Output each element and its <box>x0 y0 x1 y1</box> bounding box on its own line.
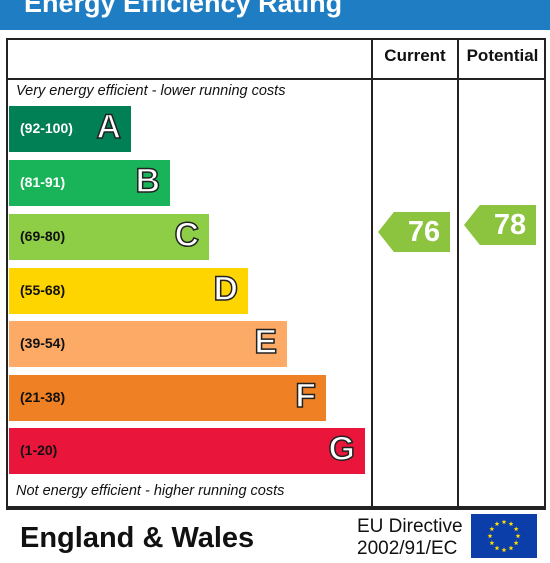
eu-star-icon <box>489 526 495 532</box>
eu-star-icon <box>513 526 519 532</box>
header-divider <box>6 78 546 80</box>
eu-star-icon <box>489 540 495 546</box>
footer-divider <box>6 508 546 510</box>
eu-star-icon <box>494 545 500 551</box>
current-rating-arrow: 76 <box>378 212 450 252</box>
top-note: Very energy efficient - lower running co… <box>16 83 286 99</box>
bottom-note: Not energy efficient - higher running co… <box>16 483 285 499</box>
potential-column-divider <box>457 38 459 510</box>
eu-directive-line2: 2002/91/EC <box>357 538 458 559</box>
band-e: (39-54) E <box>9 321 287 367</box>
current-column-header: Current <box>384 46 446 65</box>
eu-star-icon <box>508 545 514 551</box>
band-c: (69-80) C <box>9 214 209 260</box>
band-letter: D <box>213 269 239 309</box>
band-a: (92-100) A <box>9 106 131 152</box>
eu-directive-text: EU Directive 2002/91/EC <box>357 516 463 560</box>
band-range: (1-20) <box>20 442 58 458</box>
band-b: (81-91) B <box>9 160 170 206</box>
eu-star-icon <box>501 519 507 525</box>
band-letter: B <box>135 161 161 201</box>
band-f: (21-38) F <box>9 375 326 421</box>
band-range: (39-54) <box>20 335 66 351</box>
band-range: (92-100) <box>20 120 73 136</box>
band-letter: F <box>294 376 316 416</box>
potential-rating-arrow: 78 <box>464 205 536 245</box>
footer-region: England & Wales <box>20 522 255 554</box>
band-letter: A <box>96 107 122 147</box>
band-g: (1-20) G <box>9 428 365 474</box>
eu-star-icon <box>515 533 521 539</box>
rating-table-frame <box>6 38 546 508</box>
potential-column-header: Potential <box>466 46 539 65</box>
eu-star-icon <box>494 521 500 526</box>
eu-directive-line1: EU Directive <box>357 516 463 537</box>
band-letter: E <box>254 322 278 362</box>
current-column-divider <box>371 38 373 510</box>
band-letter: G <box>328 429 356 469</box>
band-letter: C <box>174 215 200 255</box>
title-bar: Energy Efficiency Rating <box>0 0 550 30</box>
band-range: (55-68) <box>20 282 66 298</box>
eu-star-icon <box>508 521 514 526</box>
eu-flag-icon <box>471 514 537 558</box>
chart-title: Energy Efficiency Rating <box>24 0 343 18</box>
eu-star-icon <box>487 533 493 539</box>
eu-stars-icon <box>487 519 521 553</box>
potential-rating-value: 78 <box>493 209 527 241</box>
current-rating-value: 76 <box>407 216 441 248</box>
eu-star-icon <box>513 540 519 546</box>
band-range: (21-38) <box>20 389 66 405</box>
band-d: (55-68) D <box>9 268 248 314</box>
band-range: (81-91) <box>20 174 66 190</box>
band-range: (69-80) <box>20 228 66 244</box>
